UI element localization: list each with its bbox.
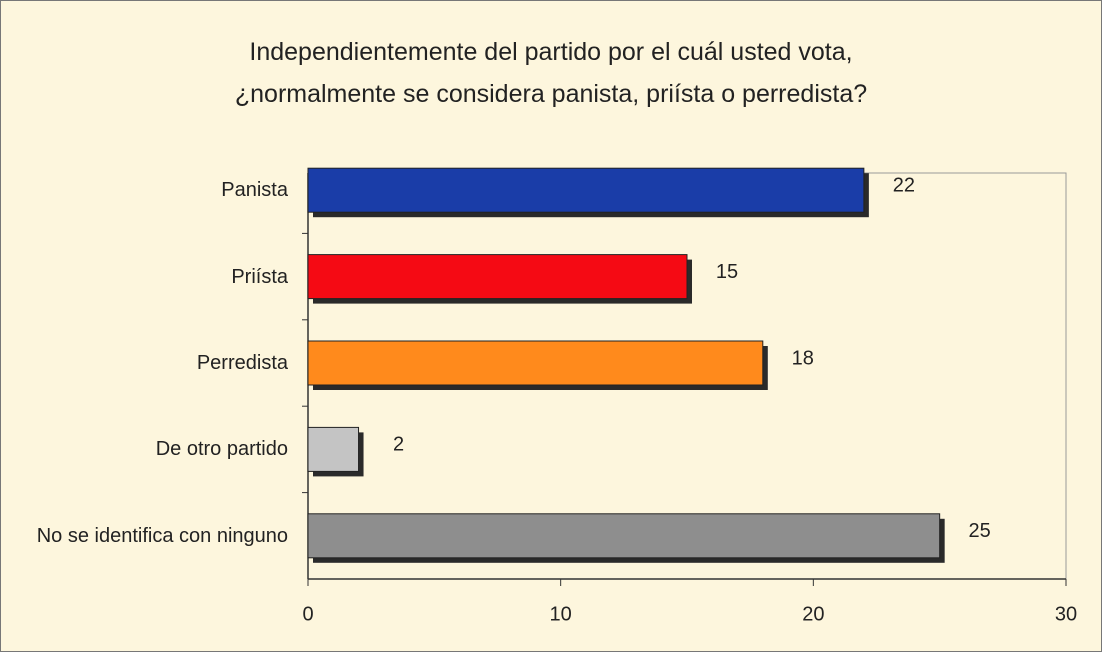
chart-title: Independientemente del partido por el cu… (234, 38, 868, 108)
bar (307, 254, 688, 300)
bar (307, 426, 360, 472)
category-label: De otro partido (155, 438, 288, 461)
category-label: No se identifica con ninguno (36, 524, 288, 547)
x-tick-label: 30 (1055, 603, 1077, 625)
bar (307, 167, 865, 213)
value-label: 25 (969, 520, 991, 542)
value-label: 22 (893, 174, 915, 196)
category-label: Perredista (196, 352, 288, 374)
x-tick-label: 0 (302, 603, 313, 625)
bar (307, 340, 764, 386)
x-tick-label: 10 (550, 603, 572, 625)
value-label: 15 (716, 261, 738, 283)
category-label: Panista (221, 179, 288, 202)
value-label: 18 (792, 347, 814, 369)
bar (307, 513, 941, 559)
x-tick-label: 20 (802, 603, 824, 625)
value-label: 2 (393, 434, 404, 456)
category-label: Priísta (231, 265, 288, 288)
